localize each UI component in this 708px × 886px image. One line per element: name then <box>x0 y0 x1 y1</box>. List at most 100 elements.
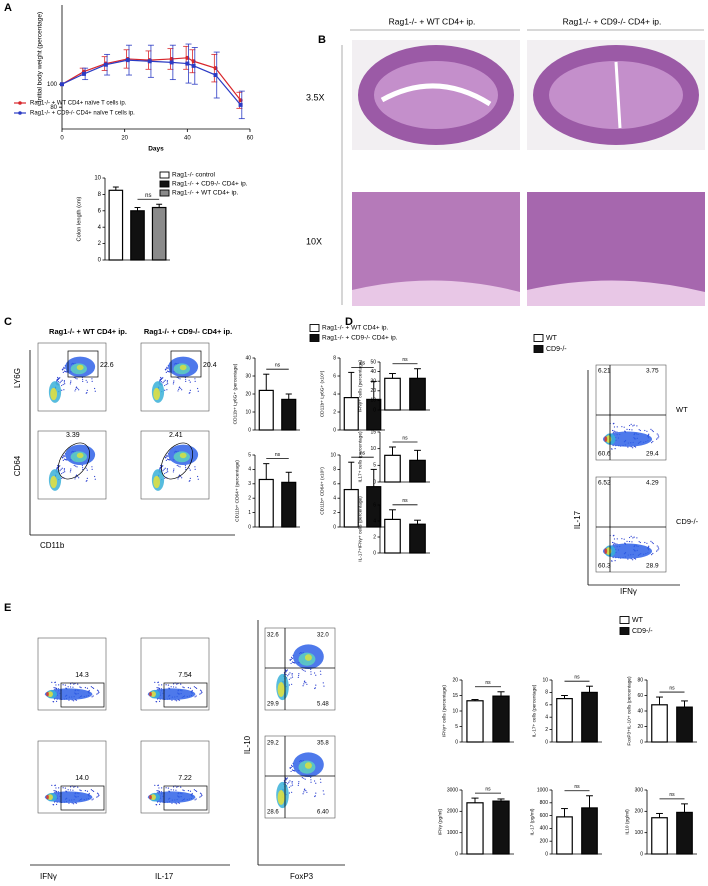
flow-dot <box>199 792 202 794</box>
flow-dot <box>302 685 304 687</box>
legend-label: CD9-/- <box>546 346 567 353</box>
significance-label: ns <box>360 361 366 367</box>
y-tick-label: 40 <box>637 708 643 714</box>
flow-dot <box>158 790 161 792</box>
flow-dot <box>193 789 195 791</box>
y-tick-label: 2 <box>373 534 376 540</box>
flow-dot <box>70 381 72 384</box>
flow-dot <box>304 788 306 790</box>
flow-dot <box>61 472 63 475</box>
y-tick-label: 0 <box>333 427 336 433</box>
flow-dot <box>315 792 317 794</box>
flow-dot <box>80 790 82 792</box>
flow-dot <box>310 779 312 781</box>
y-tick-label: 300 <box>635 787 644 793</box>
column-header: Rag1-/- + WT CD4+ ip. <box>389 16 476 26</box>
flow-dot <box>285 670 287 672</box>
flow-dot <box>64 370 66 372</box>
flow-dot <box>167 370 169 372</box>
flow-dot <box>91 378 93 380</box>
flow-dot <box>290 658 292 660</box>
gate <box>160 442 194 480</box>
y-tick-label: 1000 <box>447 830 458 836</box>
flow-dot <box>158 684 160 686</box>
flow-dot <box>82 466 84 468</box>
flow-dot <box>188 392 190 394</box>
flow-dot <box>610 448 613 450</box>
y-tick-label: 0 <box>248 524 251 530</box>
y-tick-label: 8 <box>98 192 102 198</box>
flow-dot <box>310 776 312 779</box>
flow-dot <box>170 686 172 688</box>
flow-density <box>147 688 196 700</box>
flow-dot <box>92 695 94 697</box>
gate <box>170 350 202 378</box>
flow-dot <box>178 802 181 804</box>
y-tick-label: 40 <box>370 369 376 375</box>
y-tick-label: 0 <box>373 407 376 413</box>
flow-dot <box>165 787 167 789</box>
flow-dot <box>614 430 616 433</box>
flow-dot <box>155 803 157 806</box>
flow-dot <box>185 378 187 380</box>
y-tick-label: 1000 <box>537 787 548 793</box>
legend-label: Rag1-/- + CD9-/- CD4+ naïve T cells ip. <box>30 111 135 117</box>
flow-dot <box>189 469 191 471</box>
y-tick-label: 0 <box>455 739 458 745</box>
y-axis-title: CD64 <box>13 455 22 476</box>
y-tick-label: 8 <box>333 467 336 473</box>
bar <box>384 377 401 411</box>
flow-dot <box>63 468 66 470</box>
bar <box>108 189 124 261</box>
y-tick-label: 10 <box>330 452 336 458</box>
flow-dot <box>62 371 64 373</box>
series-line <box>61 57 242 101</box>
legend-label: CD9-/- <box>632 628 653 635</box>
y-tick-label: 2 <box>248 496 251 502</box>
flow-dot <box>194 799 196 801</box>
flow-dot <box>644 429 646 432</box>
flow-dot <box>179 466 181 468</box>
x-axis-title: FoxP3 <box>290 872 314 881</box>
gate <box>163 682 208 708</box>
flow-dot <box>291 765 294 767</box>
flow-dot <box>158 687 161 689</box>
flow-dot <box>613 430 615 432</box>
flow-dot <box>86 469 88 471</box>
flow-dot <box>630 423 632 426</box>
bar <box>556 816 573 855</box>
x-axis-title: IFNγ <box>620 587 637 596</box>
flow-dot <box>72 686 74 688</box>
flow-dot <box>633 424 635 426</box>
y-tick-label: 4 <box>248 467 251 473</box>
y-tick-label: 100 <box>635 830 644 836</box>
flow-dot <box>162 382 164 384</box>
flow-dot <box>648 545 650 547</box>
flow-dot <box>613 426 616 428</box>
flow-dot <box>626 428 628 430</box>
flow-dot <box>304 778 306 780</box>
quadrant-value: 32.6 <box>267 633 279 639</box>
flow-dot <box>612 535 614 537</box>
flow-dot <box>92 686 94 689</box>
flow-dot <box>185 468 187 470</box>
flow-dot <box>157 790 160 792</box>
bar <box>676 811 693 855</box>
flow-dot <box>86 790 89 792</box>
flow-frame <box>264 735 336 819</box>
y-tick-label: 4 <box>333 391 336 397</box>
panel-letter: E <box>4 602 11 614</box>
flow-dot <box>320 781 322 783</box>
y-tick-label: 10 <box>370 446 376 452</box>
quadrant-value: 3.75 <box>646 368 659 375</box>
flow-dot <box>320 673 322 675</box>
histology-mucosa <box>352 280 520 306</box>
flow-dot <box>180 387 182 389</box>
flow-dot <box>63 469 65 471</box>
flow-dot <box>75 388 77 390</box>
flow-dot <box>64 458 66 460</box>
flow-dot <box>285 671 287 673</box>
quadrant-value: 29.9 <box>267 702 279 708</box>
flow-dot <box>162 465 164 467</box>
flow-dot <box>62 471 64 474</box>
